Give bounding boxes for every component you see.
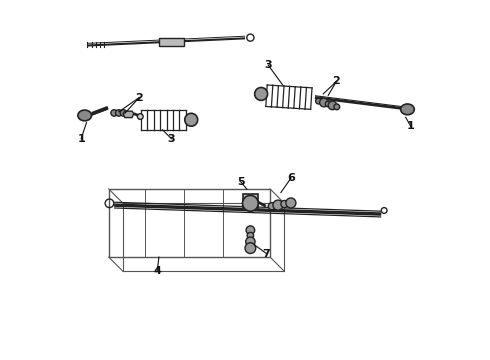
Circle shape: [286, 198, 296, 208]
Circle shape: [120, 110, 126, 116]
Circle shape: [269, 203, 275, 210]
Text: 2: 2: [135, 93, 143, 103]
Circle shape: [185, 113, 197, 126]
Polygon shape: [123, 111, 134, 118]
Circle shape: [245, 243, 256, 253]
Circle shape: [243, 195, 258, 211]
Circle shape: [246, 226, 255, 234]
Circle shape: [273, 200, 283, 210]
Circle shape: [111, 110, 117, 116]
Text: 2: 2: [333, 76, 341, 86]
Circle shape: [334, 104, 340, 110]
Circle shape: [247, 232, 254, 239]
Circle shape: [325, 101, 331, 107]
Bar: [159, 38, 184, 45]
Text: 3: 3: [168, 134, 175, 144]
Ellipse shape: [401, 104, 414, 115]
Text: 4: 4: [153, 266, 161, 276]
Bar: [243, 194, 258, 211]
Text: 6: 6: [287, 173, 295, 183]
Circle shape: [255, 87, 268, 100]
Circle shape: [116, 110, 122, 116]
Ellipse shape: [78, 110, 92, 121]
Circle shape: [245, 237, 255, 246]
Circle shape: [137, 114, 143, 120]
Text: 7: 7: [263, 248, 270, 258]
Circle shape: [328, 101, 337, 110]
Circle shape: [281, 201, 288, 208]
Text: 5: 5: [237, 177, 245, 187]
Circle shape: [319, 98, 328, 107]
Bar: [109, 189, 270, 257]
Text: 3: 3: [265, 60, 272, 70]
Text: 1: 1: [407, 121, 415, 131]
Circle shape: [316, 98, 321, 104]
Text: 1: 1: [77, 134, 85, 144]
